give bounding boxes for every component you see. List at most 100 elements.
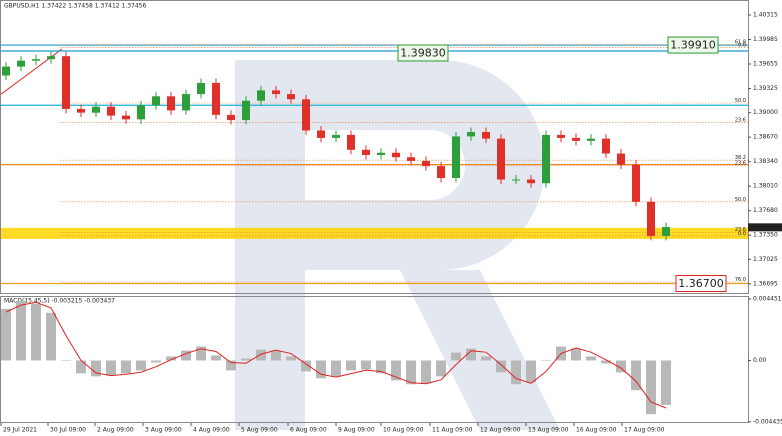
macd-bar — [31, 303, 41, 361]
price-pane — [0, 0, 749, 294]
signal-line — [5, 301, 667, 409]
macd-bar — [16, 300, 26, 361]
candle-body — [662, 227, 670, 236]
macd-bar — [1, 308, 11, 361]
candle-body — [467, 131, 475, 137]
y-tick-label: 1.38340 — [753, 158, 778, 165]
macd-bar — [541, 360, 551, 361]
candle-body — [182, 94, 190, 111]
macd-bar — [166, 356, 176, 361]
macd-bar — [316, 360, 326, 379]
macd-bar — [511, 360, 521, 385]
macd-bar — [451, 352, 461, 361]
price-box — [675, 274, 727, 292]
y-tick-label: 1.38670 — [753, 134, 778, 141]
candle-body — [497, 138, 505, 180]
candle-body — [92, 106, 100, 113]
candle-body — [512, 179, 520, 181]
x-tick-label: 16 Aug 09:00 — [576, 427, 617, 434]
price-box — [667, 36, 719, 54]
macd-bar — [256, 349, 266, 361]
candle-body — [227, 114, 235, 121]
candle-body — [62, 56, 70, 109]
macd-bar — [601, 360, 611, 364]
macd-bar — [376, 360, 386, 374]
macd-bar — [181, 350, 191, 361]
y-tick-label: 1.38010 — [753, 183, 778, 190]
candle-body — [32, 59, 40, 61]
candle-body — [452, 136, 460, 179]
price-box-label: 1.39830 — [400, 46, 446, 59]
x-tick-label: 6 Aug 09:00 — [290, 427, 327, 434]
last-price-label: 1.37456 — [751, 224, 776, 231]
price-box-label: 1.36700 — [678, 277, 724, 290]
candle-body — [557, 134, 565, 138]
candle-body — [602, 138, 610, 154]
fib-label: 76.0 — [735, 277, 746, 283]
candle-body — [107, 106, 115, 116]
macd-bar — [361, 360, 371, 370]
macd-pane — [0, 296, 749, 423]
macd-bar — [406, 360, 416, 385]
macd-bar — [106, 360, 116, 376]
support-zone — [1, 227, 748, 239]
fib-label: 23.6 — [735, 118, 746, 124]
candle-body — [332, 134, 340, 138]
candle-body — [287, 94, 295, 100]
candle-body — [167, 96, 175, 111]
macd-bar — [226, 360, 236, 371]
macd-bar — [466, 348, 476, 361]
price-box — [397, 44, 449, 62]
x-tick-label: 12 Aug 09:00 — [480, 427, 521, 434]
macd-bar — [46, 312, 56, 361]
y-tick-label: 1.39655 — [753, 60, 778, 67]
macd-bar — [331, 360, 341, 377]
macd-bar — [481, 356, 491, 361]
candle-body — [272, 90, 280, 95]
macd-bar — [496, 360, 506, 373]
candle-body — [422, 160, 430, 167]
macd-bar — [631, 360, 641, 391]
macd-title: MACD(15,45,5) -0.003215 -0.003437 — [4, 298, 115, 305]
y-tick-label: 1.39325 — [753, 85, 778, 92]
candle-body — [647, 201, 655, 236]
candle-body — [317, 130, 325, 138]
x-tick-label: 29 Jul 2021 — [3, 427, 37, 434]
macd-bar — [91, 360, 101, 377]
macd-bar — [151, 360, 161, 363]
candle-body — [407, 157, 415, 161]
x-tick-label: 2 Aug 09:00 — [97, 427, 134, 434]
y-tick-label: -0.004435 — [753, 418, 782, 425]
macd-bar — [61, 360, 71, 361]
chart-title: GBPUSD,H1 1.37422 1.37458 1.37412 1.3745… — [4, 3, 146, 10]
x-tick-label: 13 Aug 09:00 — [528, 427, 569, 434]
x-tick-label: 10 Aug 09:00 — [383, 427, 424, 434]
y-tick-label: 1.37025 — [753, 256, 778, 263]
y-tick-label: 1.39000 — [753, 109, 778, 116]
macd-bar — [121, 360, 131, 374]
candle-body — [17, 60, 25, 67]
candle-body — [527, 179, 535, 184]
candle-body — [542, 134, 550, 184]
candle-body — [302, 99, 310, 131]
x-tick-label: 3 Aug 09:00 — [145, 427, 182, 434]
candle-body — [197, 82, 205, 95]
macd-bar — [646, 360, 656, 415]
macd-bar — [391, 360, 401, 381]
last-price-box — [748, 223, 782, 232]
x-tick-label: 9 Aug 09:00 — [338, 427, 375, 434]
fib-label: 50.0 — [735, 98, 746, 104]
macd-bar — [436, 360, 446, 377]
macd-bar — [346, 360, 356, 371]
candle-body — [632, 164, 640, 202]
y-tick-label: 1.36695 — [753, 280, 778, 287]
candle-body — [2, 66, 10, 76]
x-tick-label: 4 Aug 09:00 — [193, 427, 230, 434]
candle-body — [572, 137, 580, 141]
fib-label: 38.2 — [735, 155, 746, 161]
x-tick-label: 5 Aug 09:00 — [241, 427, 278, 434]
macd-bar — [286, 356, 296, 361]
x-tick-label: 30 Jul 09:00 — [50, 427, 86, 434]
fib-label: 0.0 — [738, 231, 746, 237]
